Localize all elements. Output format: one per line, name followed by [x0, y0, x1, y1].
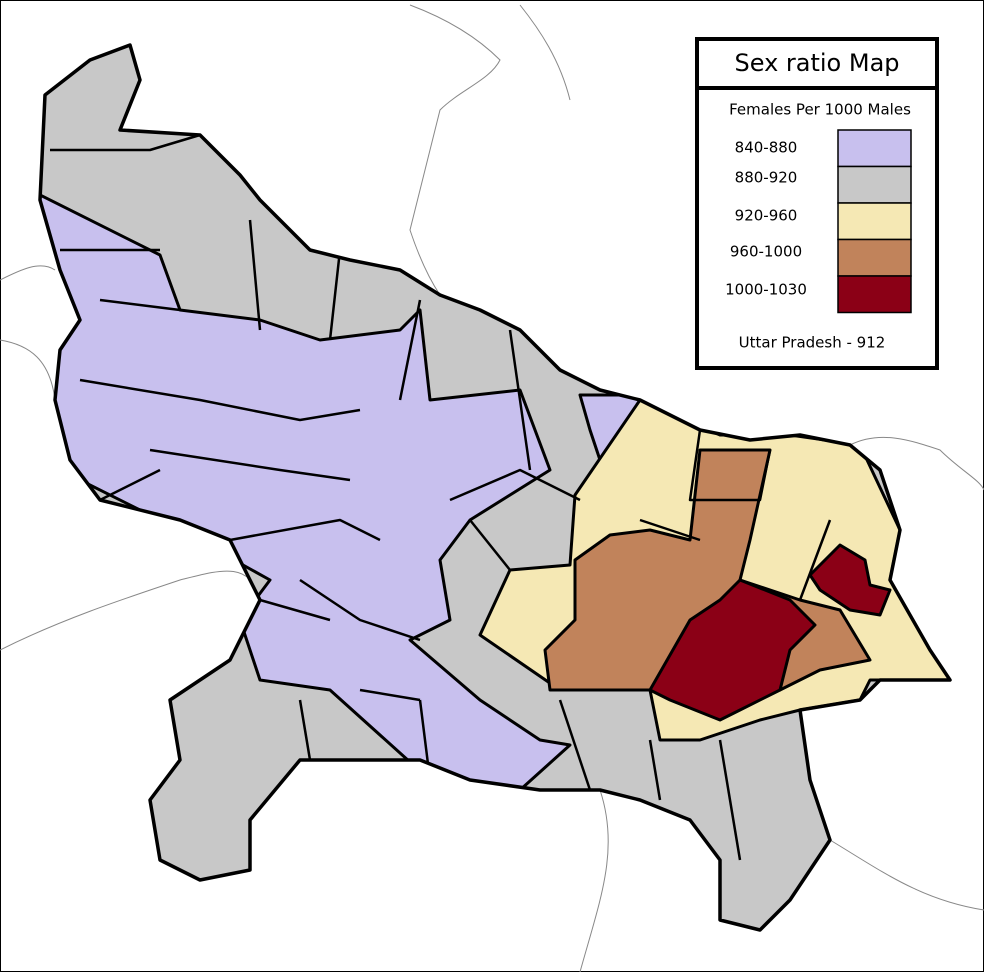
region — [648, 578, 817, 722]
legend-label: 880-920 — [735, 169, 798, 187]
legend-items: 840-880 880-920 920-960 960-1000 1000-1030 — [725, 129, 912, 314]
legend: Sex ratio Map Females Per 1000 Males 840… — [695, 37, 939, 370]
legend-swatch — [837, 129, 912, 168]
region — [40, 193, 572, 792]
legend-swatch — [837, 165, 912, 204]
legend-label: 1000-1030 — [725, 281, 807, 299]
legend-label: 840-880 — [735, 139, 798, 157]
legend-label: 920-960 — [735, 207, 798, 225]
legend-swatch — [837, 238, 912, 277]
legend-label: 960-1000 — [730, 243, 802, 261]
state-border — [38, 43, 952, 932]
legend-swatch — [837, 202, 912, 241]
legend-swatch — [837, 275, 912, 314]
legend-footer: Uttar Pradesh - 912 — [739, 334, 886, 352]
legend-subtitle: Females Per 1000 Males — [729, 101, 911, 119]
neighbor-borders — [0, 4, 984, 972]
region — [808, 543, 892, 617]
legend-title: Sex ratio Map — [734, 49, 899, 77]
